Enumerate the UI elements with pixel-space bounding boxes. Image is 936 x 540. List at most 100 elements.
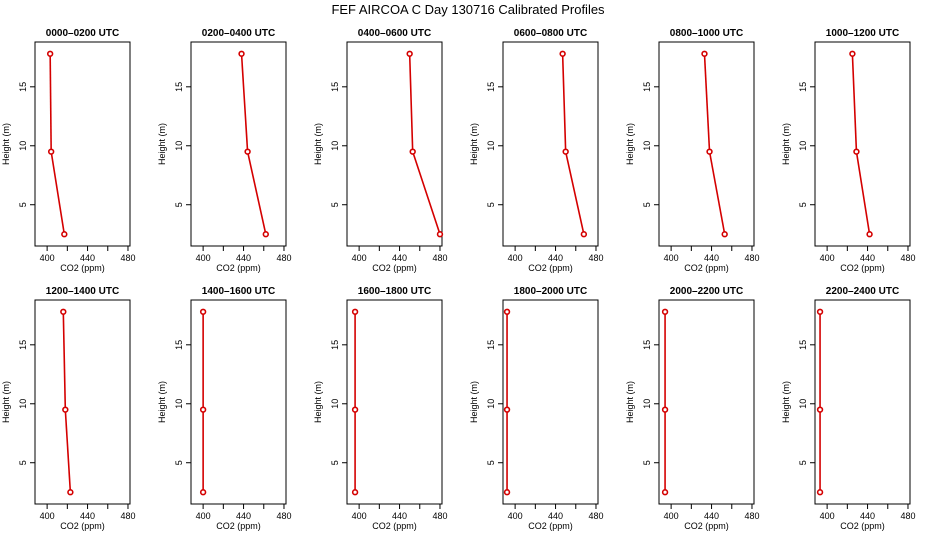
x-tick-label: 400 (508, 253, 523, 263)
profile-panel: 0400–0600 UTC 400 440 480 5 10 15 CO2 (ppm) Heig… (313, 28, 447, 273)
profile-panel: 1000–1200 UTC 400 440 480 5 10 15 CO2 (ppm) Heig… (781, 28, 915, 273)
y-tick-label: 10 (330, 399, 340, 409)
y-tick-label: 5 (798, 202, 808, 207)
x-axis-label: CO2 (ppm) (216, 263, 261, 273)
y-axis-label: Height (m) (781, 123, 791, 165)
profile-segment (851, 53, 858, 152)
x-tick-label: 400 (40, 253, 55, 263)
profile-point (262, 231, 269, 238)
y-tick-label: 5 (18, 460, 28, 465)
profile-segment (49, 53, 52, 152)
x-tick-label: 440 (236, 253, 251, 263)
x-tick-label: 480 (900, 511, 915, 521)
x-tick-label: 440 (704, 253, 719, 263)
y-tick-label: 10 (486, 141, 496, 151)
y-tick-label: 15 (642, 82, 652, 92)
y-tick-label: 15 (486, 82, 496, 92)
profile-point (661, 308, 669, 315)
x-axis-label: CO2 (ppm) (528, 263, 573, 273)
plot-frame (34, 41, 131, 247)
x-tick-label: 480 (276, 511, 291, 521)
y-tick-label: 15 (642, 340, 652, 350)
profile-segment (64, 409, 72, 493)
profile-point (816, 489, 824, 496)
y-tick-label: 5 (330, 202, 340, 207)
panel-title: 1000–1200 UTC (826, 28, 899, 39)
y-tick-label: 10 (18, 399, 28, 409)
x-tick-label: 400 (40, 511, 55, 521)
y-axis-label: Height (m) (313, 381, 323, 423)
panel-title: 0600–0800 UTC (514, 28, 587, 39)
x-tick-label: 480 (432, 253, 447, 263)
x-tick-label: 480 (120, 511, 135, 521)
profile-panel: 1400–1600 UTC 400 440 480 5 10 15 CO2 (ppm) Heig… (157, 286, 291, 531)
profile-segment (408, 53, 414, 152)
panel-title: 0000–0200 UTC (46, 28, 119, 39)
profile-point (706, 148, 713, 155)
x-tick-label: 480 (900, 253, 915, 263)
panel-title: 2000–2200 UTC (670, 286, 743, 297)
profile-point (436, 231, 444, 238)
profile-point (351, 489, 359, 496)
profile-point (351, 406, 359, 413)
x-axis-label: CO2 (ppm) (372, 263, 417, 273)
y-tick-label: 5 (174, 202, 184, 207)
panel-grid: 0000–0200 UTC 400 440 480 5 10 15 CO2 (ppm) Heig… (1, 28, 915, 531)
x-tick-label: 400 (508, 511, 523, 521)
x-tick-label: 480 (432, 511, 447, 521)
profile-point (60, 308, 67, 315)
x-tick-label: 480 (120, 253, 135, 263)
profile-point (47, 148, 55, 155)
x-tick-label: 440 (392, 253, 407, 263)
profile-segment (708, 151, 726, 235)
profile-point (46, 50, 54, 57)
profile-point (61, 231, 68, 238)
x-axis-label: CO2 (ppm) (684, 263, 729, 273)
x-tick-label: 440 (80, 253, 95, 263)
y-tick-label: 10 (174, 399, 184, 409)
y-tick-label: 15 (330, 340, 340, 350)
y-tick-label: 10 (642, 399, 652, 409)
x-tick-label: 400 (196, 511, 211, 521)
profile-segment (240, 53, 249, 152)
y-tick-label: 5 (798, 460, 808, 465)
y-tick-label: 15 (330, 82, 340, 92)
x-tick-label: 440 (548, 253, 563, 263)
y-tick-label: 15 (18, 340, 28, 350)
y-axis-label: Height (m) (313, 123, 323, 165)
profile-point (562, 148, 569, 155)
figure-title: FEF AIRCOA C Day 130716 Calibrated Profi… (331, 2, 605, 17)
profile-point (853, 148, 860, 155)
y-axis-label: Height (m) (469, 123, 479, 165)
profile-point (661, 489, 669, 496)
x-axis-label: CO2 (ppm) (60, 263, 105, 273)
profile-point (701, 50, 708, 57)
profile-panel: 0800–1000 UTC 400 440 480 5 10 15 CO2 (ppm) Heig… (625, 28, 759, 273)
y-tick-label: 10 (174, 141, 184, 151)
y-axis-label: Height (m) (157, 123, 167, 165)
y-tick-label: 15 (798, 82, 808, 92)
plot-frame (658, 41, 755, 247)
y-tick-label: 15 (486, 340, 496, 350)
panel-title: 0200–0400 UTC (202, 28, 275, 39)
x-tick-label: 440 (80, 511, 95, 521)
profile-point (580, 231, 588, 238)
profile-panel: 2200–2400 UTC 400 440 480 5 10 15 CO2 (ppm) Heig… (781, 286, 915, 531)
y-tick-label: 5 (486, 460, 496, 465)
x-tick-label: 400 (664, 253, 679, 263)
y-axis-label: Height (m) (157, 381, 167, 423)
profile-panel: 0000–0200 UTC 400 440 480 5 10 15 CO2 (ppm) Heig… (1, 28, 135, 273)
profile-segment (564, 151, 585, 235)
profile-point (199, 406, 207, 413)
panel-title: 1200–1400 UTC (46, 286, 119, 297)
profile-point (244, 148, 251, 155)
profile-point (661, 406, 669, 413)
x-tick-label: 400 (820, 511, 835, 521)
profile-point (866, 231, 873, 238)
profile-point (406, 50, 413, 57)
y-tick-label: 10 (642, 141, 652, 151)
x-tick-label: 440 (236, 511, 251, 521)
x-axis-label: CO2 (ppm) (840, 521, 885, 531)
panel-title: 2200–2400 UTC (826, 286, 899, 297)
y-tick-label: 15 (174, 82, 184, 92)
